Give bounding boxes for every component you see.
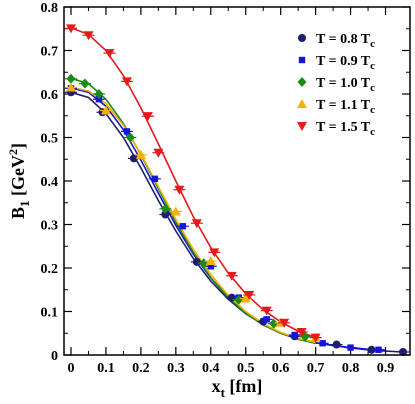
x-tick-label: 0.8 xyxy=(342,361,360,376)
y-tick-label: 0.6 xyxy=(41,88,59,103)
data-point-series-2 xyxy=(319,340,326,347)
x-axis-title: xt [fm] xyxy=(212,376,263,400)
data-point-series-2 xyxy=(263,316,270,323)
x-tick-label: 0.2 xyxy=(132,361,150,376)
legend-marker-series-2 xyxy=(298,56,306,64)
data-point-series-4 xyxy=(100,105,111,115)
y-tick-label: 0.8 xyxy=(41,1,59,16)
legend-label-series-3: T = 1.0 Tc xyxy=(316,76,375,94)
y-tick-label: 0.5 xyxy=(41,132,59,147)
y-axis-title: B1 [GeV2] xyxy=(6,143,32,219)
legend: T = 0.8 Tc T = 0.9 Tc T = 1.0 Tc T = 1.1 Tc… xyxy=(297,32,375,138)
y-tick-label: 0.7 xyxy=(41,45,59,60)
data-point-series-2 xyxy=(291,331,298,339)
fit-curve-series-3 xyxy=(70,77,316,345)
ticks-layer: 0 0.1 0.2 0.3 0.4 0.5 0.6 0.7 0.8 0.9 0 0.1 0.2 0.3 0.… xyxy=(41,1,410,376)
fit-curve-series-4 xyxy=(70,86,316,344)
data-point-series-1 xyxy=(192,257,201,266)
data-point-series-5 xyxy=(191,219,202,229)
data-point-series-2 xyxy=(151,175,159,183)
y-axis-unit: [GeV xyxy=(8,155,28,200)
y-axis-unit-exponent: 2 xyxy=(6,149,20,155)
data-point-series-5 xyxy=(104,49,115,59)
legend-marker-series-4 xyxy=(297,99,307,108)
data-points xyxy=(64,24,410,356)
x-axis-unit: [fm] xyxy=(225,376,262,396)
data-point-series-5 xyxy=(279,318,290,328)
data-point-series-5 xyxy=(226,271,237,281)
data-point-series-4 xyxy=(135,149,146,159)
legend-marker-series-5 xyxy=(297,122,307,131)
data-point-series-5 xyxy=(310,333,321,343)
y-tick-label: 0 xyxy=(51,349,58,364)
data-point-series-1 xyxy=(367,345,376,354)
data-point-series-2 xyxy=(375,346,382,353)
data-point-series-2 xyxy=(95,96,103,103)
data-point-series-5 xyxy=(209,248,220,258)
y-axis-subscript: 1 xyxy=(17,200,32,207)
x-tick-label: 0.1 xyxy=(97,361,115,376)
y-axis-symbol: B xyxy=(8,207,28,219)
data-point-series-4 xyxy=(205,256,216,266)
x-tick-label: 0.9 xyxy=(377,361,395,376)
legend-label-series-4: T = 1.1 Tc xyxy=(316,98,375,116)
data-point-series-2 xyxy=(207,263,214,270)
legend-label-series-2: T = 0.9 Tc xyxy=(316,54,375,72)
data-point-series-4 xyxy=(240,293,251,303)
data-point-series-5 xyxy=(296,327,307,337)
data-point-series-1 xyxy=(332,340,341,349)
y-axis-unit-close: ] xyxy=(8,143,28,149)
x-tick-label: 0 xyxy=(67,361,74,376)
y-tick-label: 0.2 xyxy=(41,262,59,277)
data-point-series-5 xyxy=(153,148,164,158)
x-tick-label: 0.5 xyxy=(237,361,255,376)
y-tick-label: 0.1 xyxy=(41,306,59,321)
data-point-series-1 xyxy=(161,210,170,219)
x-axis-symbol: x xyxy=(212,376,221,396)
legend-marker-series-3 xyxy=(297,77,307,87)
x-tick-label: 0.6 xyxy=(272,361,290,376)
x-tick-label: 0.3 xyxy=(167,361,185,376)
fit-curve-series-5 xyxy=(70,27,316,339)
y-tick-label: 0.4 xyxy=(41,175,59,190)
data-point-series-3 xyxy=(160,203,170,214)
data-point-series-3 xyxy=(269,318,279,329)
legend-label-series-5: T = 1.5 Tc xyxy=(316,120,375,138)
data-point-series-1 xyxy=(399,347,408,356)
data-point-series-5 xyxy=(244,290,255,300)
data-point-series-2 xyxy=(123,128,131,135)
data-point-series-4 xyxy=(170,206,181,216)
x-axis-subscript: t xyxy=(221,385,226,400)
data-point-series-4 xyxy=(65,82,76,92)
data-point-series-3 xyxy=(94,89,104,99)
legend-marker-series-1 xyxy=(298,34,306,42)
data-point-series-1 xyxy=(129,154,138,163)
legend-label-series-1: T = 0.8 Tc xyxy=(316,32,375,50)
data-point-series-5 xyxy=(142,112,153,122)
data-point-series-5 xyxy=(261,306,272,316)
data-point-series-2 xyxy=(347,344,354,351)
data-point-series-5 xyxy=(174,185,185,195)
plot-frame xyxy=(63,6,411,356)
data-point-series-3 xyxy=(80,78,90,89)
x-tick-label: 0.4 xyxy=(202,361,220,376)
y-tick-label: 0.3 xyxy=(41,219,59,234)
data-point-series-3 xyxy=(125,132,135,143)
data-point-series-5 xyxy=(65,24,76,34)
data-point-series-5 xyxy=(83,31,94,41)
data-point-series-2 xyxy=(179,223,187,230)
x-tick-label: 0.7 xyxy=(307,361,325,376)
data-point-series-5 xyxy=(121,77,132,87)
data-point-series-3 xyxy=(66,73,76,84)
